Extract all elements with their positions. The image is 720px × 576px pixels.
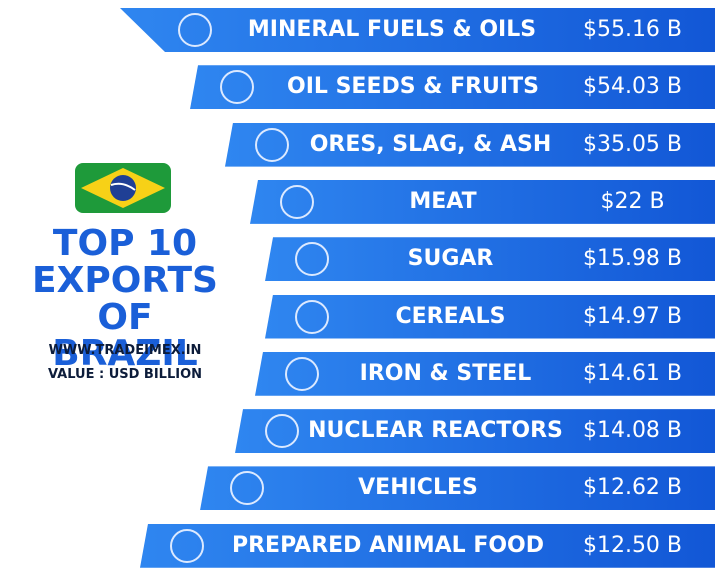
export-bar: SUGAR $15.98 B xyxy=(265,237,715,282)
item-value: $35.05 B xyxy=(582,131,683,157)
item-name: ORES, SLAG, & ASH xyxy=(309,131,552,157)
export-bar: VEHICLES $12.62 B xyxy=(200,466,715,511)
item-value: $14.97 B xyxy=(582,303,683,329)
item-value: $12.62 B xyxy=(582,475,683,501)
item-name: MINERAL FUELS & OILS xyxy=(247,17,537,42)
item-icon xyxy=(178,13,212,47)
title-line: EXPORTS xyxy=(32,260,218,301)
item-value: $15.98 B xyxy=(582,246,683,272)
item-name: OIL SEEDS & FRUITS xyxy=(287,74,539,100)
item-icon xyxy=(285,356,319,391)
item-name: NUCLEAR REACTORS xyxy=(308,418,563,444)
item-name: VEHICLES xyxy=(358,475,478,501)
item-icon xyxy=(280,184,314,219)
title-line: OF BRAZIL xyxy=(52,297,198,374)
brazil-flag xyxy=(75,163,171,213)
item-name: CEREALS xyxy=(395,303,506,329)
export-bar: NUCLEAR REACTORS $14.08 B xyxy=(235,409,715,454)
item-icon xyxy=(265,414,299,449)
item-icon xyxy=(230,471,264,506)
export-bar: MINERAL FUELS & OILS $55.16 B xyxy=(120,8,715,52)
export-bar: MEAT $22 B xyxy=(250,179,715,224)
item-icon xyxy=(255,127,289,162)
item-name: MEAT xyxy=(409,188,477,214)
item-icon xyxy=(170,528,204,563)
item-value: $14.61 B xyxy=(582,360,683,386)
item-value: $55.16 B xyxy=(582,17,683,42)
item-icon xyxy=(295,242,329,277)
item-name: SUGAR xyxy=(407,246,494,272)
item-value: $22 B xyxy=(600,188,665,214)
unit: VALUE : USD BILLION xyxy=(47,367,203,382)
website: WWW.TRADEIMEX.IN xyxy=(48,343,202,358)
item-name: PREPARED ANIMAL FOOD xyxy=(231,532,545,558)
export-bar: PREPARED ANIMAL FOOD $12.50 B xyxy=(140,523,715,568)
export-bar: OIL SEEDS & FRUITS $54.03 B xyxy=(190,65,715,110)
item-value: $12.50 B xyxy=(582,532,683,558)
export-bar: ORES, SLAG, & ASH $35.05 B xyxy=(225,122,715,167)
item-icon xyxy=(220,70,254,105)
item-icon xyxy=(295,299,329,334)
item-value: $54.03 B xyxy=(582,74,683,100)
item-value: $14.08 B xyxy=(582,418,683,444)
item-name: IRON & STEEL xyxy=(359,360,532,386)
export-bar: CEREALS $14.97 B xyxy=(265,294,715,339)
title-line: TOP 10 xyxy=(52,223,198,264)
export-bar: IRON & STEEL $14.61 B xyxy=(255,351,715,396)
